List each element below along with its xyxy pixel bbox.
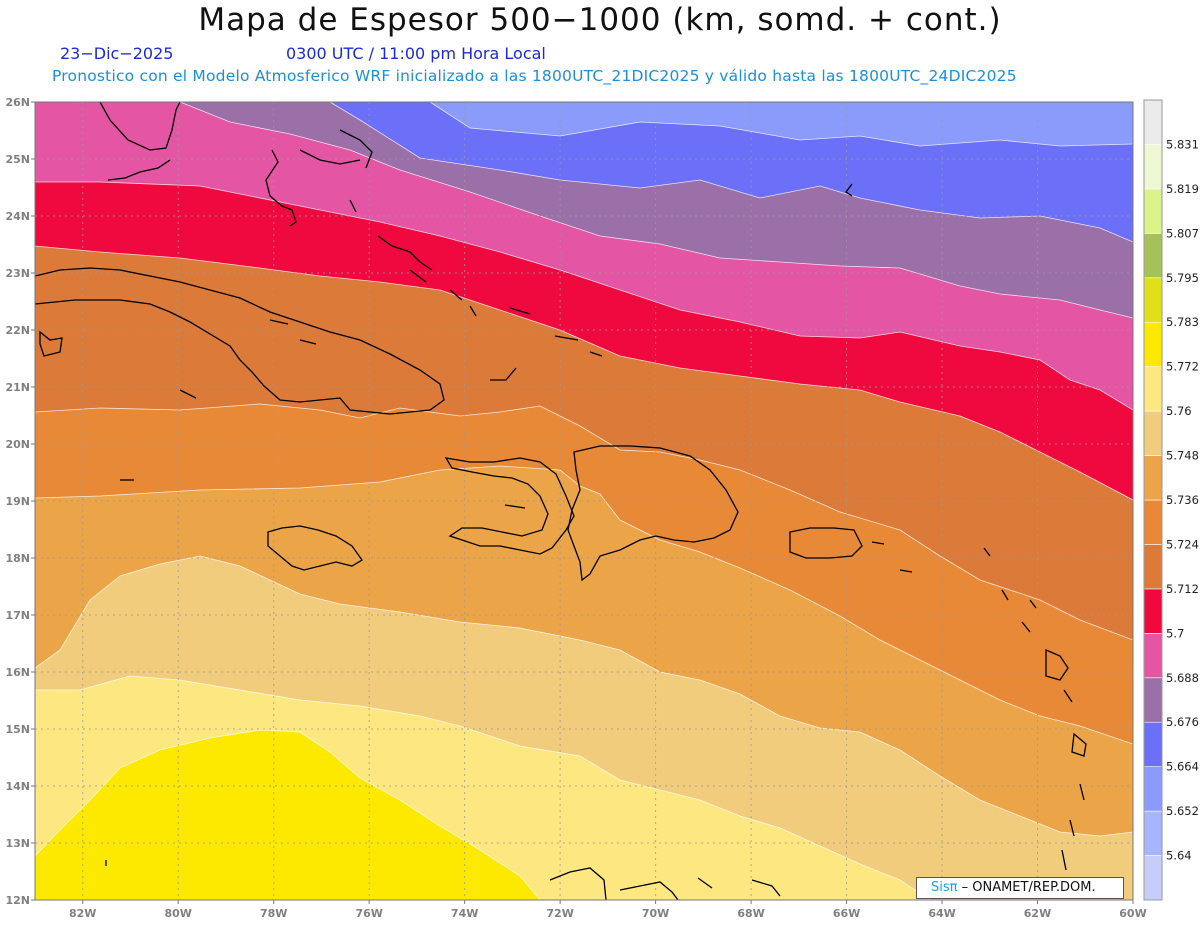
lon-tick-label: 76W <box>355 907 382 920</box>
graticule <box>35 102 1133 900</box>
lon-tick-label: 62W <box>1024 907 1051 920</box>
colorbar-swatch <box>1143 766 1163 812</box>
colorbar-label: 5.736 <box>1166 493 1199 507</box>
colorbar-swatch <box>1143 99 1163 145</box>
colorbar-swatch <box>1143 721 1163 767</box>
colorbar-label: 5.688 <box>1166 671 1199 685</box>
colorbar-swatch <box>1143 810 1163 856</box>
lat-tick-label: 16N <box>5 666 30 679</box>
lon-tick-label: 72W <box>546 907 573 920</box>
colorbar-swatch <box>1143 544 1163 590</box>
lat-tick-label: 20N <box>5 438 30 451</box>
lon-tick-label: 80W <box>164 907 191 920</box>
lon-tick-label: 60W <box>1119 907 1146 920</box>
lat-tick-label: 22N <box>5 324 30 337</box>
colorbar-swatch <box>1143 188 1163 234</box>
forecast-date: 23−Dic−2025 <box>60 44 174 63</box>
colorbar-label: 5.783 <box>1166 315 1199 329</box>
lon-tick-label: 66W <box>833 907 860 920</box>
coastlines <box>35 102 1087 900</box>
filled-contours <box>35 102 1133 900</box>
lat-tick-label: 25N <box>5 153 30 166</box>
colorbar-label: 5.64 <box>1166 849 1192 863</box>
colorbar-label: 5.831 <box>1166 137 1199 151</box>
lon-tick-label: 82W <box>69 907 96 920</box>
forecast-time: 0300 UTC / 11:00 pm Hora Local <box>286 44 546 63</box>
colorbar-swatch <box>1143 499 1163 545</box>
colorbar-label: 5.748 <box>1166 449 1199 463</box>
lon-tick-label: 78W <box>260 907 287 920</box>
colorbar-swatch <box>1143 144 1163 190</box>
colorbar-label: 5.652 <box>1166 804 1199 818</box>
colorbar-swatch <box>1143 410 1163 456</box>
band-5-772 <box>35 730 540 900</box>
lon-tick-label: 74W <box>451 907 478 920</box>
colorbar-swatch <box>1143 233 1163 279</box>
credit-text: – ONAMET/REP.DOM. <box>957 880 1096 895</box>
credit-sis: Sisπ <box>931 880 958 895</box>
colorbar-swatch <box>1143 588 1163 634</box>
colorbar-swatch <box>1143 277 1163 323</box>
colorbar-label: 5.807 <box>1166 226 1199 240</box>
lon-tick-label: 64W <box>928 907 955 920</box>
lat-tick-label: 12N <box>5 894 30 907</box>
colorbar-frame <box>1143 99 1163 901</box>
lat-tick-label: 15N <box>5 723 30 736</box>
colorbar-label: 5.676 <box>1166 715 1199 729</box>
colorbar-label: 5.7 <box>1166 626 1184 640</box>
colorbar-swatch <box>1143 321 1163 367</box>
colorbar-label: 5.772 <box>1166 360 1199 374</box>
map-title: Mapa de Espesor 500−1000 (km, somd. + co… <box>198 2 1002 38</box>
lat-tick-label: 17N <box>5 609 30 622</box>
colorbar: 5.64 5.652 5.664 5.676 5.688 5.7 5.712 5.724 5.7… <box>1143 99 1199 901</box>
lat-tick-label: 23N <box>5 267 30 280</box>
colorbar-swatch <box>1143 677 1163 723</box>
model-subtitle: Pronostico con el Modelo Atmosferico WRF… <box>52 67 1017 85</box>
contour-lines <box>35 102 1133 900</box>
colorbar-label: 5.664 <box>1166 760 1199 774</box>
lat-tick-label: 18N <box>5 552 30 565</box>
lat-tick-label: 24N <box>5 210 30 223</box>
lon-tick-label: 70W <box>642 907 669 920</box>
colorbar-swatch <box>1143 855 1163 901</box>
lat-tick-label: 21N <box>5 381 30 394</box>
lon-tick-label: 68W <box>737 907 764 920</box>
lat-tick-label: 13N <box>5 837 30 850</box>
axis-ticks: 82W 80W 78W 76W 74W 72W 70W 68W 66W 64W 62W 60W 26N 2… <box>5 96 1146 920</box>
colorbar-swatch <box>1143 455 1163 501</box>
colorbar-label: 5.76 <box>1166 404 1192 418</box>
credit-box: Sisπ – ONAMET/REP.DOM. <box>916 877 1124 899</box>
lat-tick-label: 26N <box>5 96 30 109</box>
colorbar-swatch <box>1143 366 1163 412</box>
lat-tick-label: 19N <box>5 495 30 508</box>
colorbar-label: 5.819 <box>1166 182 1199 196</box>
colorbar-label: 5.724 <box>1166 537 1199 551</box>
colorbar-label: 5.712 <box>1166 582 1199 596</box>
colorbar-label: 5.795 <box>1166 271 1199 285</box>
colorbar-swatch <box>1143 633 1163 679</box>
lat-tick-label: 14N <box>5 780 30 793</box>
